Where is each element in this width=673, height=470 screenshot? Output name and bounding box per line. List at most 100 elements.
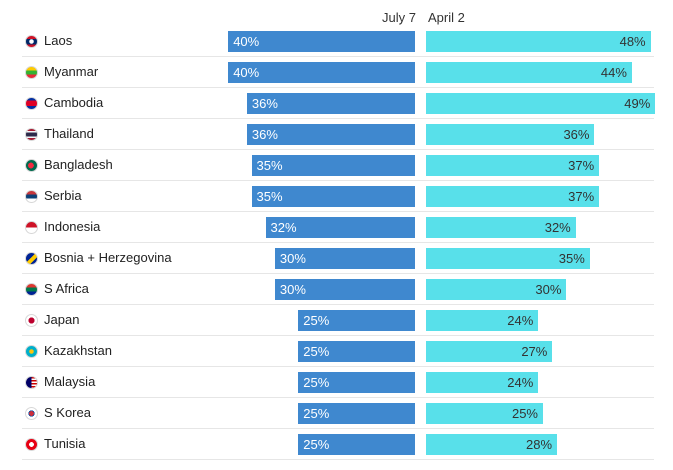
bar-april-2: 35% bbox=[426, 248, 590, 269]
value-label-july-7: 35% bbox=[256, 189, 283, 204]
country-label: Kazakhstan bbox=[44, 343, 112, 358]
bar-july-7: 36% bbox=[246, 93, 415, 114]
value-label-april-2: 36% bbox=[563, 127, 590, 142]
country-label: S Korea bbox=[44, 405, 91, 420]
row-divider bbox=[22, 304, 654, 305]
row-divider bbox=[22, 273, 654, 274]
chart-row: Laos 40% 48% bbox=[0, 26, 673, 57]
bar-july-7: 25% bbox=[298, 310, 415, 331]
value-label-april-2: 30% bbox=[535, 282, 562, 297]
value-label-july-7: 40% bbox=[233, 34, 260, 49]
bar-july-7: 35% bbox=[251, 186, 415, 207]
value-label-april-2: 49% bbox=[624, 96, 651, 111]
chart-row: Myanmar 40% 44% bbox=[0, 57, 673, 88]
chart-row: Kazakhstan 25% 27% bbox=[0, 336, 673, 367]
bar-july-7: 36% bbox=[246, 124, 415, 145]
value-label-april-2: 35% bbox=[558, 251, 585, 266]
bar-july-7: 30% bbox=[274, 248, 415, 269]
value-label-april-2: 24% bbox=[507, 313, 534, 328]
value-label-july-7: 30% bbox=[279, 251, 306, 266]
value-label-july-7: 25% bbox=[303, 344, 330, 359]
country-label: Serbia bbox=[44, 188, 82, 203]
bar-april-2: 36% bbox=[426, 124, 595, 145]
south-africa-flag-icon bbox=[25, 283, 38, 296]
tunisia-flag-icon bbox=[25, 438, 38, 451]
bar-april-2: 32% bbox=[426, 217, 576, 238]
chart-row: Thailand 36% 36% bbox=[0, 119, 673, 150]
chart-row: Cambodia 36% 49% bbox=[0, 88, 673, 119]
chart-row: Bosnia + Herzegovina 30% 35% bbox=[0, 243, 673, 274]
value-label-april-2: 25% bbox=[511, 406, 538, 421]
bar-april-2: 24% bbox=[426, 310, 539, 331]
country-label: Japan bbox=[44, 312, 80, 327]
thailand-flag-icon bbox=[25, 128, 38, 141]
value-label-april-2: 37% bbox=[568, 158, 595, 173]
country-label: Cambodia bbox=[44, 95, 104, 110]
bar-april-2: 37% bbox=[426, 155, 600, 176]
value-label-april-2: 28% bbox=[526, 437, 553, 452]
laos-flag-icon bbox=[25, 35, 38, 48]
bosnia-flag-icon bbox=[25, 252, 38, 265]
row-divider bbox=[22, 118, 654, 119]
row-divider bbox=[22, 366, 654, 367]
value-label-july-7: 35% bbox=[256, 158, 283, 173]
bangladesh-flag-icon bbox=[25, 159, 38, 172]
value-label-july-7: 25% bbox=[303, 406, 330, 421]
country-label: Bangladesh bbox=[44, 157, 113, 172]
row-divider bbox=[22, 87, 654, 88]
indonesia-flag-icon bbox=[25, 221, 38, 234]
row-divider bbox=[22, 428, 654, 429]
bar-april-2: 44% bbox=[426, 62, 632, 83]
south-korea-flag-icon bbox=[25, 407, 38, 420]
cambodia-flag-icon bbox=[25, 97, 38, 110]
serbia-flag-icon bbox=[25, 190, 38, 203]
value-label-april-2: 44% bbox=[600, 65, 627, 80]
value-label-april-2: 48% bbox=[619, 34, 646, 49]
bar-july-7: 25% bbox=[298, 372, 415, 393]
value-label-april-2: 32% bbox=[544, 220, 571, 235]
row-divider bbox=[22, 180, 654, 181]
bar-april-2: 37% bbox=[426, 186, 600, 207]
value-label-july-7: 25% bbox=[303, 313, 330, 328]
bar-april-2: 25% bbox=[426, 403, 543, 424]
chart-row: Tunisia 25% 28% bbox=[0, 429, 673, 460]
bar-july-7: 40% bbox=[228, 31, 415, 52]
row-divider bbox=[22, 56, 654, 57]
value-label-july-7: 32% bbox=[270, 220, 297, 235]
value-label-april-2: 27% bbox=[521, 344, 548, 359]
value-label-april-2: 37% bbox=[568, 189, 595, 204]
bar-april-2: 48% bbox=[426, 31, 651, 52]
row-divider bbox=[22, 335, 654, 336]
bar-april-2: 49% bbox=[426, 93, 656, 114]
bar-july-7: 25% bbox=[298, 403, 415, 424]
bar-july-7: 32% bbox=[265, 217, 415, 238]
row-divider bbox=[22, 211, 654, 212]
myanmar-flag-icon bbox=[25, 66, 38, 79]
country-label: Indonesia bbox=[44, 219, 101, 234]
value-label-july-7: 30% bbox=[279, 282, 306, 297]
series-header-april-2: April 2 bbox=[428, 10, 465, 25]
value-label-july-7: 40% bbox=[233, 65, 260, 80]
country-label: Myanmar bbox=[44, 64, 99, 79]
row-divider bbox=[22, 242, 654, 243]
malaysia-flag-icon bbox=[25, 376, 38, 389]
value-label-april-2: 24% bbox=[507, 375, 534, 390]
value-label-july-7: 36% bbox=[251, 127, 278, 142]
chart-row: Japan 25% 24% bbox=[0, 305, 673, 336]
series-header-july-7: July 7 bbox=[382, 10, 416, 25]
chart-row: Malaysia 25% 24% bbox=[0, 367, 673, 398]
value-label-july-7: 25% bbox=[303, 437, 330, 452]
bar-april-2: 30% bbox=[426, 279, 567, 300]
bar-april-2: 27% bbox=[426, 341, 553, 362]
row-divider bbox=[22, 149, 654, 150]
row-divider bbox=[22, 459, 654, 460]
country-label: Malaysia bbox=[44, 374, 96, 389]
bar-july-7: 30% bbox=[274, 279, 415, 300]
bar-july-7: 25% bbox=[298, 434, 415, 455]
chart-row: Bangladesh 35% 37% bbox=[0, 150, 673, 181]
value-label-july-7: 25% bbox=[303, 375, 330, 390]
chart-row: Serbia 35% 37% bbox=[0, 181, 673, 212]
kazakhstan-flag-icon bbox=[25, 345, 38, 358]
country-label: Bosnia + Herzegovina bbox=[44, 250, 172, 265]
